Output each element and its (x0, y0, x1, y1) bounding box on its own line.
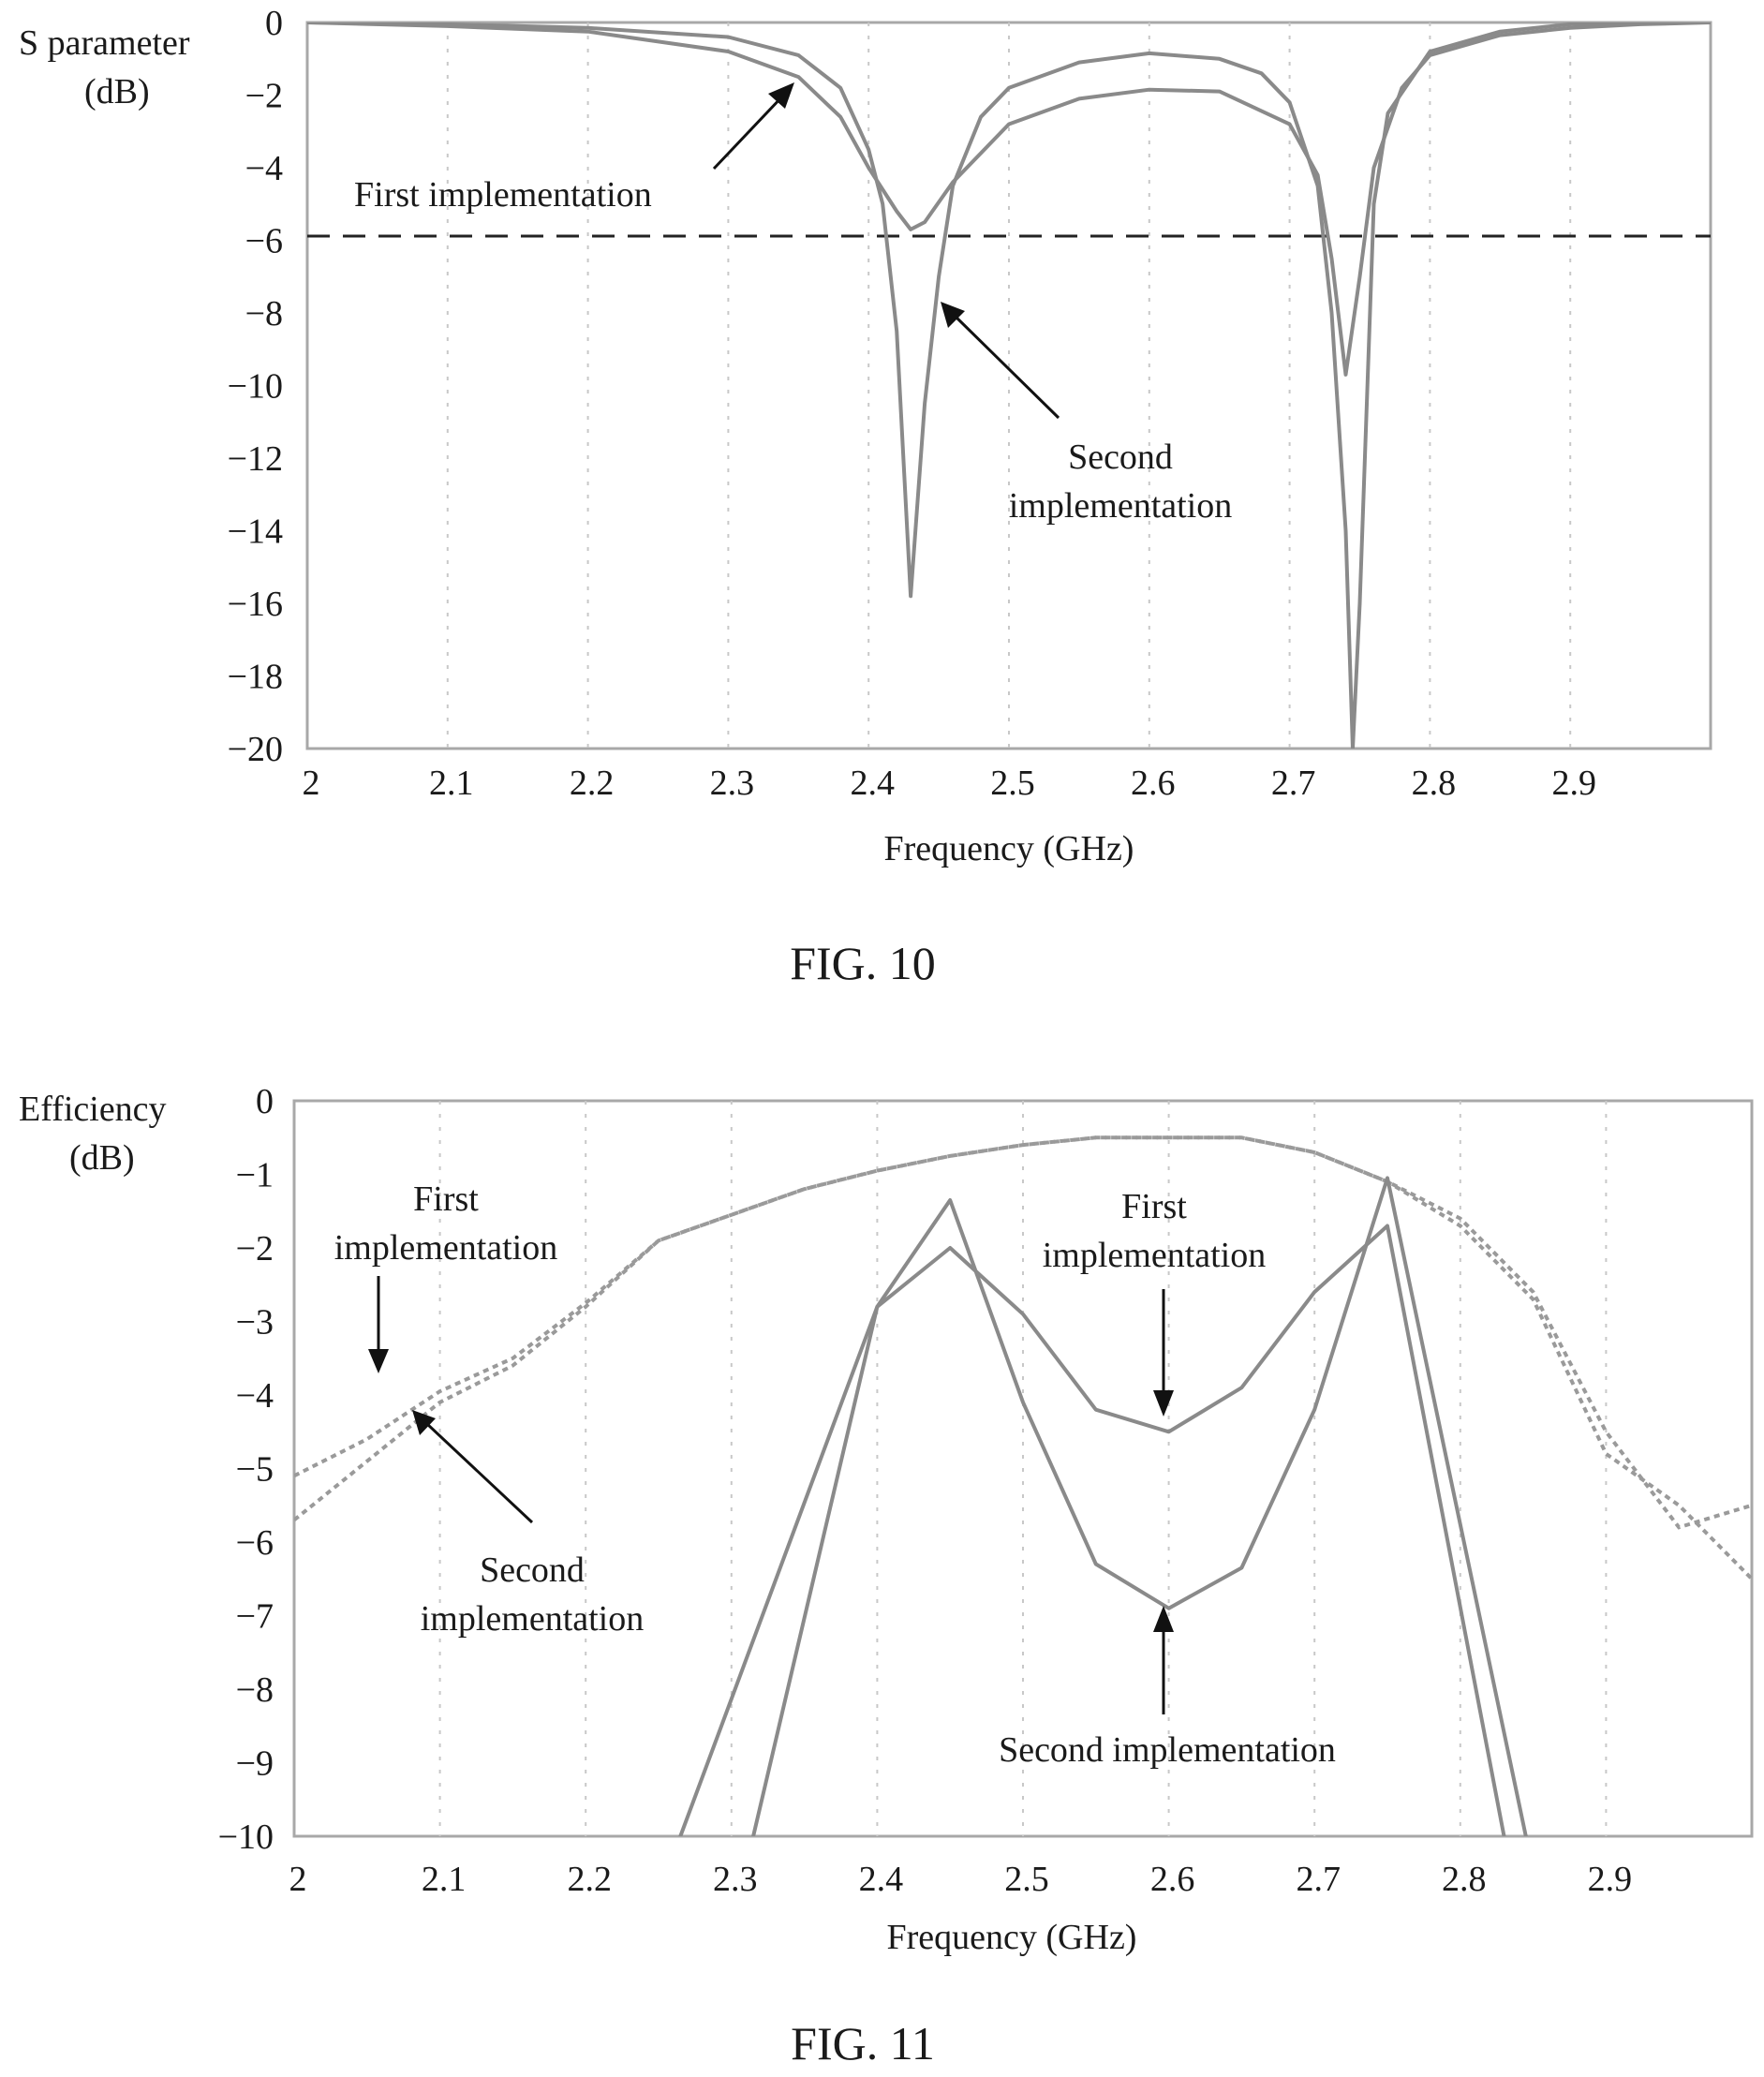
fig11-left-first-implementation-line2: implementation (334, 1228, 558, 1268)
fig11-y-tick-label: −5 (236, 1450, 274, 1490)
fig10-y-tick-label: −16 (228, 585, 283, 624)
fig10-caption: FIG. 10 (790, 937, 936, 989)
fig10-second-implementation-arrowhead (941, 302, 965, 328)
fig10-first-implementation-arrowhead (768, 82, 794, 109)
fig10-y-tick-labels: 0 −2 −4 −6 −8 −10 −12 −14 −16 −18 −20 (228, 4, 283, 769)
fig10-y-tick-label: −10 (228, 367, 283, 407)
fig11-left-first-implementation-line1: First (413, 1179, 479, 1219)
fig11-mid-second-implementation-arrowhead (1153, 1606, 1174, 1632)
fig10-vertical-gridlines (446, 22, 1572, 749)
fig11-x-tick-labels: 2 2.1 2.2 2.3 2.4 2.5 2.6 2.7 2.8 2.9 (289, 1860, 1633, 1899)
fig10-x-tick-label: 2.4 (850, 764, 895, 803)
fig11-x-tick-label: 2 (289, 1860, 307, 1899)
fig11-x-tick-label: 2.7 (1296, 1860, 1341, 1899)
fig10-y-axis-title: S parameter (19, 23, 190, 63)
fig10-y-tick-label: 0 (265, 4, 283, 43)
fig10-x-tick-label: 2.8 (1412, 764, 1457, 803)
fig11-y-tick-label: −1 (236, 1156, 274, 1195)
fig11-y-tick-labels: 0 −1 −2 −3 −4 −5 −6 −7 −8 −9 −10 (218, 1082, 274, 1857)
fig10-x-tick-label: 2.3 (710, 764, 755, 803)
fig10-y-tick-label: −8 (245, 294, 283, 334)
fig11-x-tick-label: 2.6 (1150, 1860, 1195, 1899)
fig11-y-tick-label: −10 (218, 1817, 274, 1857)
fig11-x-tick-label: 2.5 (1004, 1860, 1049, 1899)
fig10-second-implementation-arrow (952, 313, 1060, 420)
fig11-left-first-implementation-arrowhead (368, 1349, 389, 1373)
fig11-x-axis-title: Frequency (GHz) (887, 1918, 1137, 1957)
fig11-x-tick-label: 2.2 (567, 1860, 612, 1899)
fig11-x-tick-label: 2.1 (422, 1860, 467, 1899)
fig11-vertical-gridlines (438, 1101, 1608, 1836)
fig10-second-implementation-label-line1: Second (1068, 438, 1173, 477)
fig10-x-tick-label: 2.6 (1131, 764, 1176, 803)
fig11-caption: FIG. 11 (791, 2017, 935, 2070)
fig10-first-implementation-label: First implementation (354, 175, 652, 215)
fig11-x-tick-label: 2.3 (713, 1860, 758, 1899)
fig11-y-tick-label: −9 (236, 1744, 274, 1784)
fig10-y-tick-label: −2 (245, 77, 283, 116)
fig10-y-tick-label: −18 (228, 658, 283, 697)
fig11-x-tick-label: 2.9 (1588, 1860, 1633, 1899)
fig10-series-line-2 (307, 22, 1711, 749)
fig11-x-tick-label: 2.8 (1442, 1860, 1487, 1899)
fig11-y-tick-label: 0 (256, 1082, 274, 1121)
fig11-mid-first-implementation-line2: implementation (1043, 1236, 1267, 1275)
fig10-y-tick-label: −20 (228, 730, 283, 769)
fig10-y-tick-label: −4 (245, 149, 283, 188)
fig10-first-implementation-arrow (712, 94, 785, 171)
fig11-y-tick-label: −2 (236, 1229, 274, 1268)
fig11-y-tick-label: −8 (236, 1670, 274, 1710)
fig11-series-line-3 (678, 1224, 1506, 1836)
fig11-series-line-2 (294, 1135, 1752, 1580)
fig11-y-tick-label: −4 (236, 1376, 274, 1416)
fig11-y-axis-title: Efficiency (19, 1090, 167, 1129)
fig11-efficiency-chart: 2 2.1 2.2 2.3 2.4 2.5 2.6 2.7 2.8 2.9 0 −1 −2 −3 −4 −5… (19, 1082, 1754, 2070)
fig10-s-parameter-chart: 2 2.1 2.2 2.3 2.4 2.5 2.6 2.7 2.8 2.9 0 −2 −4 −6 −8 −1… (19, 4, 1712, 989)
fig11-y-axis-unit: (dB) (69, 1138, 135, 1178)
fig10-second-implementation-label-line2: implementation (1009, 486, 1233, 526)
fig10-x-tick-label: 2.1 (429, 764, 474, 803)
fig10-x-tick-label: 2.9 (1551, 764, 1596, 803)
fig10-x-tick-label: 2 (303, 764, 320, 803)
fig11-left-second-implementation-line2: implementation (421, 1599, 645, 1639)
fig10-x-tick-labels: 2 2.1 2.2 2.3 2.4 2.5 2.6 2.7 2.8 2.9 (303, 764, 1596, 803)
fig10-x-tick-label: 2.2 (570, 764, 615, 803)
fig11-mid-first-implementation-arrowhead (1153, 1390, 1174, 1417)
fig10-x-tick-label: 2.5 (990, 764, 1035, 803)
fig10-x-axis-title: Frequency (GHz) (884, 829, 1134, 868)
fig11-series-line-1 (294, 1135, 1752, 1530)
fig11-left-second-implementation-line1: Second (480, 1550, 585, 1590)
fig11-series-line-4 (751, 1176, 1528, 1836)
fig11-series-group (294, 1135, 1752, 1836)
fig10-y-axis-unit: (dB) (84, 72, 150, 111)
fig10-x-tick-label: 2.7 (1271, 764, 1316, 803)
fig11-y-tick-label: −6 (236, 1523, 274, 1563)
fig11-mid-second-implementation-label: Second implementation (999, 1730, 1336, 1770)
fig11-x-tick-label: 2.4 (859, 1860, 904, 1899)
fig11-left-second-implementation-arrow (425, 1422, 534, 1524)
fig11-left-second-implementation-arrowhead (412, 1410, 436, 1435)
fig10-series-group (307, 22, 1711, 749)
fig11-y-tick-label: −7 (236, 1597, 274, 1637)
fig10-y-tick-label: −6 (245, 222, 283, 261)
fig11-y-tick-label: −3 (236, 1303, 274, 1343)
fig11-mid-first-implementation-line1: First (1121, 1187, 1187, 1226)
fig10-y-tick-label: −12 (228, 439, 283, 479)
fig10-y-tick-label: −14 (228, 512, 283, 552)
